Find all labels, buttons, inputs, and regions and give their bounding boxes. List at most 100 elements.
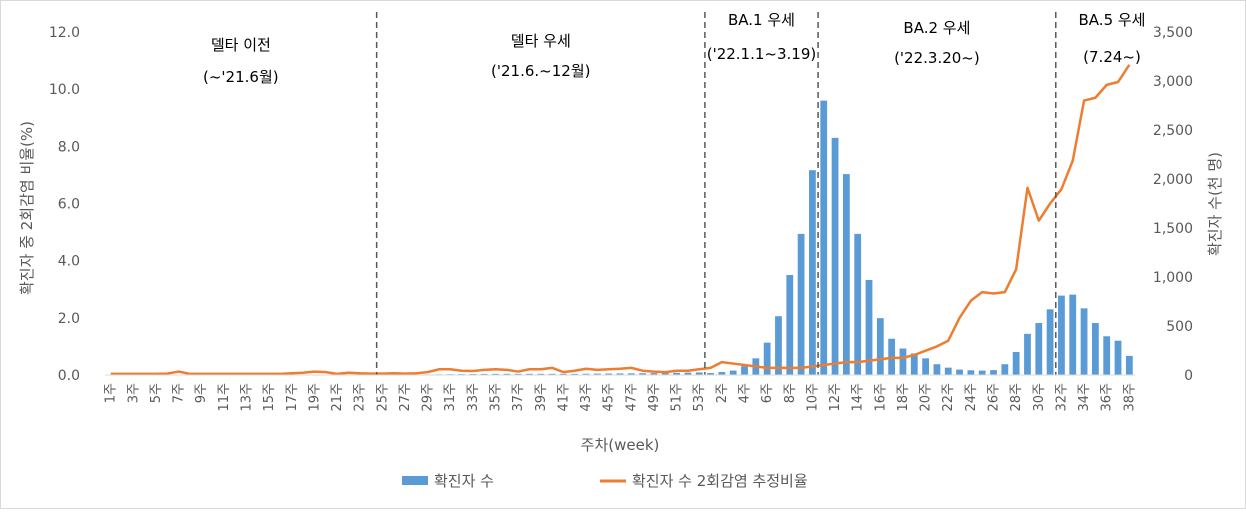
bar-87 xyxy=(1092,323,1099,375)
period-range-3: ('22.3.20~) xyxy=(894,49,980,67)
bar-63 xyxy=(820,101,827,375)
bar-73 xyxy=(934,364,941,375)
bar-82 xyxy=(1035,323,1042,375)
left-y-tick-label: 6.0 xyxy=(58,197,80,213)
bar-55 xyxy=(730,371,737,375)
x-tick-label: 25주 xyxy=(375,383,390,412)
bar-74 xyxy=(945,368,952,375)
left-y-tick-label: 10.0 xyxy=(49,82,80,98)
left-y-tick-label: 8.0 xyxy=(58,139,80,155)
bar-58 xyxy=(764,343,771,375)
x-tick-label: 24주 xyxy=(964,383,979,412)
bar-86 xyxy=(1081,308,1088,375)
bar-84 xyxy=(1058,296,1065,375)
x-tick-label: 22주 xyxy=(941,383,956,412)
x-axis-title: 주차(week) xyxy=(581,436,660,454)
period-range-1: ('21.6.~12월) xyxy=(491,62,590,80)
x-tick-label: 19주 xyxy=(307,383,322,412)
x-tick-label: 4주 xyxy=(738,383,753,403)
legend-line-label: 확진자 수 2회감염 추정비율 xyxy=(632,472,808,490)
x-tick-label: 12주 xyxy=(828,383,843,412)
bar-65 xyxy=(843,174,850,375)
x-tick-label: 37주 xyxy=(511,383,526,412)
x-tick-label: 29주 xyxy=(421,383,436,412)
x-tick-label: 6주 xyxy=(760,383,775,403)
x-tick-label: 11주 xyxy=(217,383,232,412)
left-y-tick-label: 4.0 xyxy=(58,254,80,270)
x-tick-label: 35주 xyxy=(488,383,503,412)
period-range-0: (~'21.6월) xyxy=(203,68,279,86)
x-tick-label: 14주 xyxy=(851,383,866,412)
x-tick-label: 51주 xyxy=(670,383,685,412)
bar-68 xyxy=(877,318,884,375)
x-tick-label: 53주 xyxy=(692,383,707,412)
x-tick-label: 17주 xyxy=(285,383,300,412)
right-y-tick-label: 1,000 xyxy=(1153,270,1193,286)
x-tick-label: 38주 xyxy=(1122,383,1137,412)
x-tick-label: 34주 xyxy=(1077,383,1092,412)
x-tick-label: 30주 xyxy=(1032,383,1047,412)
right-y-tick-label: 1,500 xyxy=(1153,221,1193,237)
bar-56 xyxy=(741,366,748,375)
left-y-axis-title: 확진자 중 2회감염 비율(%) xyxy=(18,121,36,295)
period-title-2: BA.1 우세 xyxy=(728,11,795,29)
legend-bar-label: 확진자 수 xyxy=(434,472,494,490)
x-tick-label: 45주 xyxy=(602,383,617,412)
right-y-tick-label: 2,000 xyxy=(1153,172,1193,188)
x-tick-label: 32주 xyxy=(1054,383,1069,412)
period-title-3: BA.2 우세 xyxy=(903,19,970,37)
bar-62 xyxy=(809,170,816,375)
bar-79 xyxy=(1001,364,1008,375)
bar-81 xyxy=(1024,334,1031,375)
x-tick-label: 10주 xyxy=(805,383,820,412)
x-tick-label: 39주 xyxy=(534,383,549,412)
right-y-tick-label: 500 xyxy=(1166,319,1193,335)
x-tick-label: 1주 xyxy=(104,383,119,403)
bar-83 xyxy=(1047,309,1054,375)
x-tick-label: 2주 xyxy=(715,383,730,403)
legend-bar-swatch xyxy=(402,476,428,485)
period-title-1: 델타 우세 xyxy=(511,32,571,50)
period-range-4: (7.24~) xyxy=(1083,48,1141,66)
bar-77 xyxy=(979,371,986,375)
bar-78 xyxy=(990,370,997,375)
x-tick-label: 23주 xyxy=(353,383,368,412)
x-tick-label: 49주 xyxy=(647,383,662,412)
x-tick-label: 5주 xyxy=(149,383,164,403)
bar-85 xyxy=(1069,295,1076,375)
bar-66 xyxy=(854,234,861,375)
x-tick-label: 28주 xyxy=(1009,383,1024,412)
x-tick-label: 47주 xyxy=(624,383,639,412)
period-title-4: BA.5 우세 xyxy=(1079,11,1146,29)
period-range-2: ('22.1.1~3.19) xyxy=(707,45,817,63)
x-tick-label: 9주 xyxy=(194,383,209,403)
bar-88 xyxy=(1103,336,1110,375)
x-tick-label: 21주 xyxy=(330,383,345,412)
right-y-tick-label: 3,000 xyxy=(1153,74,1193,90)
bar-70 xyxy=(900,349,907,375)
x-tick-label: 3주 xyxy=(126,383,141,403)
bar-64 xyxy=(832,138,839,375)
x-tick-label: 36주 xyxy=(1100,383,1115,412)
x-tick-label: 31주 xyxy=(443,383,458,412)
bar-59 xyxy=(775,316,782,375)
x-tick-label: 20주 xyxy=(919,383,934,412)
right-y-tick-label: 3,500 xyxy=(1153,25,1193,41)
x-tick-label: 18주 xyxy=(896,383,911,412)
x-tick-label: 8주 xyxy=(783,383,798,403)
right-y-tick-label: 0 xyxy=(1184,368,1193,384)
right-y-tick-label: 2,500 xyxy=(1153,123,1193,139)
bar-61 xyxy=(798,234,805,375)
bar-75 xyxy=(956,370,963,375)
bar-60 xyxy=(786,275,793,375)
x-tick-label: 26주 xyxy=(987,383,1002,412)
right-y-axis-title: 확진자 수(천 명) xyxy=(1206,152,1224,256)
left-y-tick-label: 12.0 xyxy=(49,25,80,41)
period-title-0: 델타 이전 xyxy=(211,36,271,54)
x-tick-label: 41주 xyxy=(556,383,571,412)
bar-72 xyxy=(922,358,929,375)
x-tick-label: 27주 xyxy=(398,383,413,412)
